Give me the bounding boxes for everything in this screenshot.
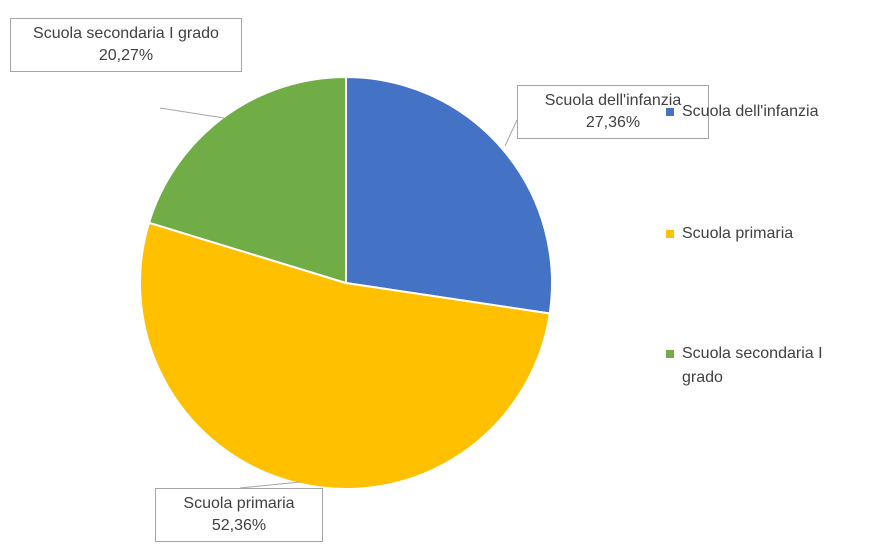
- leader-line: [504, 119, 518, 147]
- data-label-value: 27,36%: [585, 114, 641, 131]
- leader-line: [239, 481, 301, 489]
- pie-slice: [147, 75, 347, 285]
- legend-swatch: [666, 108, 674, 116]
- pie-slice: [139, 221, 551, 490]
- leader-line: [159, 107, 225, 119]
- data-label-value: 52,36%: [211, 517, 267, 534]
- data-label: Scuola secondaria I grado 20,27%: [10, 18, 242, 72]
- data-label-value: 20,27%: [98, 47, 154, 64]
- data-label-category: Scuola secondaria I grado: [33, 25, 219, 42]
- legend-label: Scuola dell'infanzia: [682, 103, 819, 120]
- legend-item: Scuola secondaria I grado: [666, 342, 866, 390]
- legend-label: Scuola primaria: [682, 225, 794, 242]
- data-label: Scuola dell'infanzia 27,36%: [517, 85, 709, 139]
- legend-swatch: [666, 350, 674, 358]
- data-label-category: Scuola dell'infanzia: [544, 92, 682, 109]
- data-label: Scuola primaria 52,36%: [155, 488, 323, 542]
- legend-item: Scuola dell'infanzia: [666, 100, 866, 124]
- data-label-category: Scuola primaria: [183, 495, 295, 512]
- pie-slice: [345, 75, 553, 315]
- legend-item: Scuola primaria: [666, 222, 866, 246]
- legend-swatch: [666, 230, 674, 238]
- legend-label: Scuola secondaria I grado: [682, 345, 823, 386]
